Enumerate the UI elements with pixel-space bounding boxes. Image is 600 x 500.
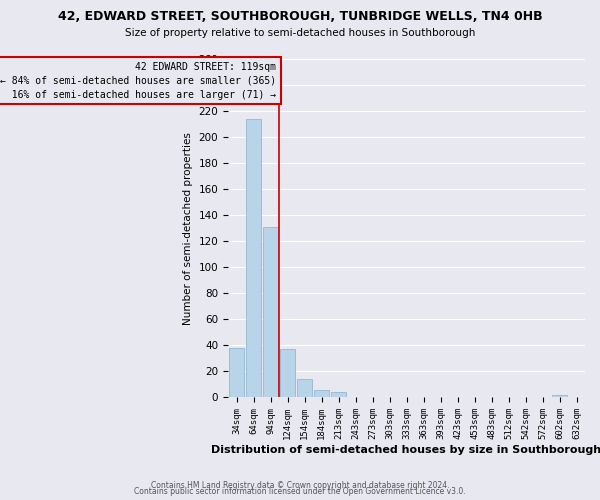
Bar bbox=[246, 119, 261, 398]
Bar bbox=[263, 227, 278, 398]
X-axis label: Distribution of semi-detached houses by size in Southborough: Distribution of semi-detached houses by … bbox=[211, 445, 600, 455]
Text: 42, EDWARD STREET, SOUTHBOROUGH, TUNBRIDGE WELLS, TN4 0HB: 42, EDWARD STREET, SOUTHBOROUGH, TUNBRID… bbox=[58, 10, 542, 23]
Bar bbox=[280, 350, 295, 398]
Bar bbox=[552, 395, 567, 398]
Bar bbox=[314, 390, 329, 398]
Text: Contains HM Land Registry data © Crown copyright and database right 2024.: Contains HM Land Registry data © Crown c… bbox=[151, 481, 449, 490]
Bar bbox=[331, 392, 346, 398]
Bar bbox=[297, 379, 312, 398]
Bar bbox=[229, 348, 244, 398]
Text: Contains public sector information licensed under the Open Government Licence v3: Contains public sector information licen… bbox=[134, 487, 466, 496]
Text: Size of property relative to semi-detached houses in Southborough: Size of property relative to semi-detach… bbox=[125, 28, 475, 38]
Text: 42 EDWARD STREET: 119sqm
← 84% of semi-detached houses are smaller (365)
  16% o: 42 EDWARD STREET: 119sqm ← 84% of semi-d… bbox=[1, 62, 277, 100]
Y-axis label: Number of semi-detached properties: Number of semi-detached properties bbox=[183, 132, 193, 324]
